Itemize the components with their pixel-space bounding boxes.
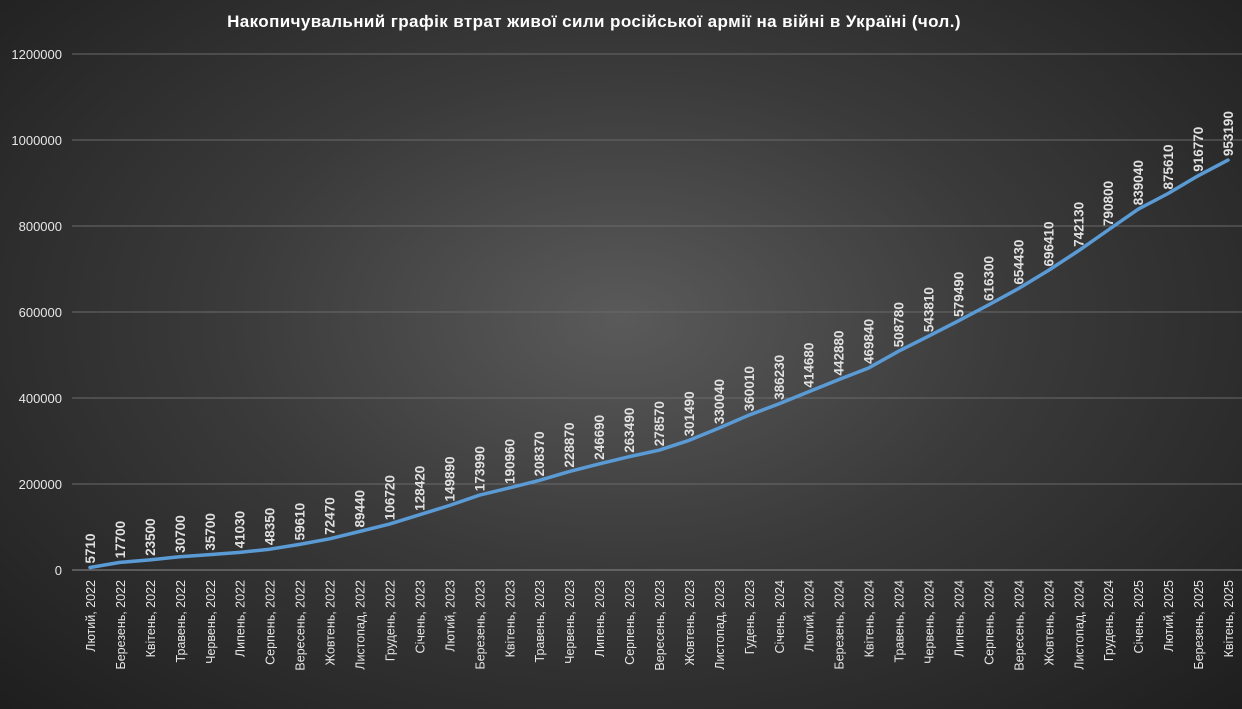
data-label: 278570 — [652, 401, 667, 446]
x-tick-label: Січень, 2023 — [413, 580, 427, 653]
x-tick-label: Березень, 2024 — [833, 580, 847, 670]
x-tick-label: Травень, 2023 — [533, 580, 547, 663]
y-tick-label: 1000000 — [11, 133, 62, 148]
x-tick-label: Січень, 2024 — [773, 580, 787, 653]
data-label: 790800 — [1101, 181, 1116, 226]
data-label: 106720 — [382, 475, 397, 520]
x-tick-label: Липень, 2022 — [234, 580, 248, 657]
y-tick-label: 1200000 — [11, 47, 62, 62]
data-label: 742130 — [1071, 202, 1086, 247]
y-axis-ticks: 0 200000 400000 600000 800000 1000000 1200000 — [11, 47, 62, 578]
x-tick-label: Серпень, 2022 — [264, 580, 278, 665]
data-label: 616300 — [981, 256, 996, 301]
x-tick-label: Лютий, 2024 — [803, 580, 817, 652]
y-tick-label: 0 — [55, 563, 62, 578]
x-tick-label: Березень, 2025 — [1192, 580, 1206, 670]
x-tick-label: Жовтень, 2022 — [324, 580, 338, 665]
x-tick-label: Грудень, 2024 — [1102, 580, 1116, 661]
x-tick-label: Гудень, 2023 — [743, 580, 757, 654]
y-tick-label: 800000 — [19, 219, 62, 234]
x-tick-label: Травень, 2024 — [893, 580, 907, 663]
data-label: 953190 — [1221, 111, 1236, 156]
x-tick-label: Жовтень, 2024 — [1042, 580, 1056, 665]
x-tick-label: Лютий, 2025 — [1162, 580, 1176, 652]
data-label: 543810 — [922, 287, 937, 332]
x-tick-label: Квітень, 2024 — [863, 580, 877, 657]
data-label: 360010 — [742, 366, 757, 411]
x-tick-label: Травень, 2022 — [174, 580, 188, 663]
y-tick-label: 200000 — [19, 477, 62, 492]
x-tick-label: Березень, 2023 — [473, 580, 487, 670]
x-tick-label: Червень, 2023 — [563, 580, 577, 664]
data-label: 263490 — [622, 408, 637, 453]
x-tick-label: Листопад, 2022 — [354, 580, 368, 670]
data-label: 35700 — [203, 513, 218, 551]
series-line-group — [88, 158, 1230, 570]
x-tick-label: Січень, 2025 — [1132, 580, 1146, 653]
x-tick-label: Липень, 2024 — [952, 580, 966, 657]
data-label: 414680 — [802, 343, 817, 388]
x-tick-label: Лютий, 2023 — [443, 580, 457, 652]
data-label: 59610 — [293, 503, 308, 541]
data-label: 128420 — [412, 466, 427, 511]
data-label: 839040 — [1131, 160, 1146, 205]
data-label: 89440 — [353, 490, 368, 528]
data-label: 149890 — [442, 456, 457, 501]
data-label: 469840 — [862, 319, 877, 364]
data-label: 579490 — [951, 272, 966, 317]
data-label: 386230 — [772, 355, 787, 400]
data-label: 442880 — [832, 330, 847, 375]
x-tick-label: Жовтень, 2023 — [683, 580, 697, 665]
x-tick-label: Лютий, 2022 — [84, 580, 98, 652]
data-label: 23500 — [143, 518, 158, 556]
data-label: 330040 — [712, 379, 727, 424]
data-label: 5710 — [83, 533, 98, 563]
x-tick-label: Серпень, 2024 — [982, 580, 996, 665]
x-tick-label: Червень, 2024 — [923, 580, 937, 664]
data-labels: 5710 17700 23500 30700 35700 41030 48350 59610 7… — [83, 111, 1236, 563]
x-tick-label: Квітень, 2025 — [1222, 580, 1236, 657]
x-tick-label: Вересень, 2023 — [653, 580, 667, 671]
data-label: 228870 — [562, 423, 577, 468]
data-label: 208370 — [532, 431, 547, 476]
gridlines — [72, 53, 1242, 571]
data-label: 48350 — [263, 508, 278, 546]
x-tick-label: Березень, 2022 — [114, 580, 128, 670]
data-label: 508780 — [892, 302, 907, 347]
data-label: 916770 — [1191, 127, 1206, 172]
data-label: 696410 — [1041, 221, 1056, 266]
chart-title: Накопичувальний графік втрат живої сили … — [227, 12, 961, 31]
x-tick-label: Квітень, 2022 — [144, 580, 158, 657]
x-tick-label: Липень, 2023 — [593, 580, 607, 657]
data-label: 246690 — [592, 415, 607, 460]
y-tick-label: 400000 — [19, 391, 62, 406]
data-label: 30700 — [173, 515, 188, 553]
data-label: 173990 — [472, 446, 487, 491]
data-label: 875610 — [1161, 144, 1176, 189]
series-line — [88, 158, 1230, 570]
x-tick-label: Вересень, 2022 — [294, 580, 308, 671]
y-tick-label: 600000 — [19, 305, 62, 320]
x-tick-label: Листопад, 2024 — [1072, 580, 1086, 670]
x-tick-label: Грудень, 2022 — [383, 580, 397, 661]
x-tick-label: Листопад, 2023 — [713, 580, 727, 670]
x-tick-label: Вересень, 2024 — [1012, 580, 1026, 671]
data-label: 72470 — [323, 497, 338, 535]
data-label: 41030 — [233, 511, 248, 549]
data-label: 190960 — [502, 439, 517, 484]
data-label: 301490 — [682, 391, 697, 436]
x-axis-ticks: Лютий, 2022 Березень, 2022 Квітень, 2022 Тр… — [84, 580, 1236, 671]
x-tick-label: Червень, 2022 — [204, 580, 218, 664]
data-label: 17700 — [113, 521, 128, 559]
x-tick-label: Квітень, 2023 — [503, 580, 517, 657]
data-label: 654430 — [1011, 240, 1026, 285]
x-tick-label: Серпень, 2023 — [623, 580, 637, 665]
